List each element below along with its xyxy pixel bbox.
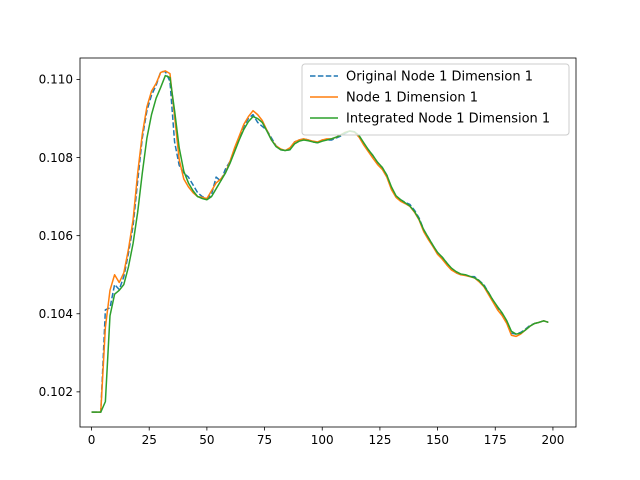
series-lines: [91, 70, 549, 413]
x-tick-label: 25: [142, 433, 157, 447]
y-tick-label: 0.104: [39, 307, 73, 321]
legend-label-3: Integrated Node 1 Dimension 1: [346, 112, 550, 127]
legend-label-2: Node 1 Dimension 1: [346, 91, 478, 106]
x-tick-label: 125: [368, 433, 391, 447]
x-tick-label: 175: [484, 433, 507, 447]
y-tick-label: 0.102: [39, 385, 73, 399]
x-tick-label: 150: [426, 433, 449, 447]
y-tick-label: 0.106: [39, 229, 73, 243]
y-tick-label: 0.108: [39, 151, 73, 165]
series-line-3: [91, 74, 549, 413]
x-tick-label: 100: [311, 433, 334, 447]
plot-frame: [79, 57, 577, 428]
legend-box: [301, 63, 570, 136]
x-tick-label: 200: [541, 433, 564, 447]
x-tick-label: 50: [199, 433, 214, 447]
x-tick-label: 75: [257, 433, 272, 447]
y-tick-label: 0.110: [39, 73, 73, 87]
axes: 0 25 50 75 100 125 150 175 200 0.102 0.104 0.106 0.1…: [39, 57, 577, 447]
x-tick-label: 0: [88, 433, 96, 447]
legend-label-1: Original Node 1 Dimension 1: [346, 70, 533, 85]
legend: Original Node 1 Dimension 1 Node 1 Dimens…: [301, 63, 570, 136]
